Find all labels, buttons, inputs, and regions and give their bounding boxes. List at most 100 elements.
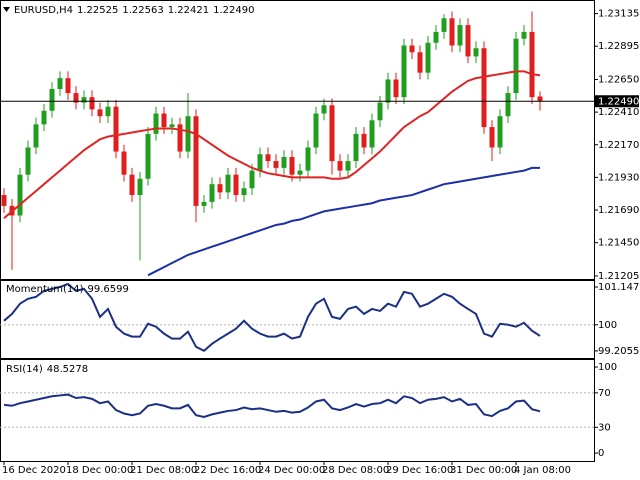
candle-body	[313, 113, 319, 148]
candle-body	[169, 124, 175, 128]
candle-body	[105, 106, 111, 117]
indicator-header: RSI(14) 48.5278	[6, 364, 88, 375]
candle-body	[153, 113, 159, 134]
x-tick-label: 21 Dec 08:00	[130, 465, 197, 476]
y-tick-label: 1.21930	[598, 172, 639, 183]
indicator-value: 99.6599	[88, 284, 129, 295]
candle-body	[89, 97, 95, 110]
y-tick-label: 1.22410	[598, 107, 639, 118]
indicator-title: RSI(14)	[6, 364, 43, 375]
header-value: 1.22525	[77, 5, 118, 16]
candle-body	[305, 147, 311, 171]
y-tick-label: 1.22895	[598, 41, 639, 52]
candle-body	[233, 174, 239, 196]
candle-body	[193, 116, 199, 206]
chart-header: EURUSD,H4 1.22525 1.22563 1.22421 1.22490	[14, 5, 254, 16]
x-tick-label: 24 Dec 00:00	[258, 465, 325, 476]
x-tick-label: 4 Jan 08:00	[514, 465, 571, 476]
candle-body	[41, 110, 47, 125]
y-tick-label: 1.22170	[598, 140, 639, 151]
panel-plot	[1, 11, 543, 277]
candle-body	[409, 45, 415, 53]
y-tick-label: 1.21690	[598, 205, 639, 216]
candle-body	[201, 201, 207, 206]
candle-body	[49, 89, 55, 111]
candle-body	[457, 25, 463, 46]
indicator-line	[3, 393, 541, 418]
candle-body	[401, 45, 407, 98]
panel-plot	[0, 282, 594, 352]
symbol-dropdown-icon[interactable]	[3, 7, 10, 12]
y-tick-label: 99.2055	[598, 346, 639, 357]
moving-average-line	[3, 70, 541, 219]
indicator-title: Momentum(14)	[6, 284, 84, 295]
candle-body	[433, 31, 439, 43]
candle-body	[17, 174, 23, 216]
y-tick-label: 1.21205	[598, 271, 639, 282]
x-tick-label: 29 Dec 16:00	[386, 465, 453, 476]
candle-body	[249, 170, 255, 189]
y-tick-label: 1.23135	[598, 9, 639, 20]
candle-body	[73, 93, 79, 103]
candle-body	[273, 161, 279, 168]
candle-body	[25, 147, 31, 175]
candle-body	[329, 105, 335, 162]
candle-body	[225, 174, 231, 193]
candle-body	[361, 133, 367, 148]
candle-body	[297, 170, 303, 175]
candle-body	[209, 184, 215, 202]
candle-body	[377, 102, 383, 121]
moving-average-line	[147, 166, 540, 277]
y-tick-label: 1.22650	[598, 74, 639, 85]
candle-body	[129, 174, 135, 196]
y-tick-label: 101.1477	[598, 282, 640, 293]
candle-body	[337, 161, 343, 171]
candle-body	[65, 78, 71, 94]
candle-body	[33, 124, 39, 148]
candle-body	[57, 78, 63, 90]
y-tick-label: 1.21450	[598, 238, 639, 249]
candle-body	[137, 178, 143, 196]
candle-body	[449, 18, 455, 46]
candle-body	[289, 156, 295, 175]
header-value: EURUSD,H4	[14, 5, 73, 16]
candle-body	[489, 127, 495, 148]
candle-body	[385, 79, 391, 103]
candle-body	[513, 38, 519, 94]
candle-body	[369, 120, 375, 148]
candle-body	[425, 42, 431, 73]
y-tick-label: 30	[598, 422, 611, 433]
x-tick-label: 16 Dec 2020	[2, 465, 66, 476]
indicator-line	[3, 282, 541, 352]
candle-body	[529, 31, 535, 98]
y-tick-label: 100	[598, 362, 617, 373]
candle-body	[353, 133, 359, 162]
candle-body	[1, 195, 7, 206]
panel-plot	[0, 392, 594, 428]
indicator-value: 48.5278	[47, 364, 88, 375]
candle-body	[281, 156, 287, 168]
candle-body	[465, 25, 471, 57]
candle-body	[321, 105, 327, 114]
candle-body	[393, 79, 399, 98]
candle-body	[497, 116, 503, 148]
header-value: 1.22421	[168, 5, 209, 16]
x-tick-label: 31 Dec 00:00	[450, 465, 517, 476]
candle-body	[345, 161, 351, 171]
candle-body	[481, 48, 487, 128]
indicator-header: Momentum(14) 99.6599	[6, 284, 129, 295]
candle-body	[241, 188, 247, 196]
candle-body	[81, 97, 87, 103]
candle-body	[505, 93, 511, 117]
candle-body	[217, 184, 223, 193]
candle-body	[257, 154, 263, 171]
x-tick-label: 28 Dec 08:00	[322, 465, 389, 476]
candle-body	[121, 151, 127, 175]
candle-body	[177, 124, 183, 152]
header-value: 1.22490	[213, 5, 254, 16]
candle-body	[441, 18, 447, 32]
candle-body	[97, 109, 103, 117]
current-price-label: 1.22490	[598, 96, 639, 107]
